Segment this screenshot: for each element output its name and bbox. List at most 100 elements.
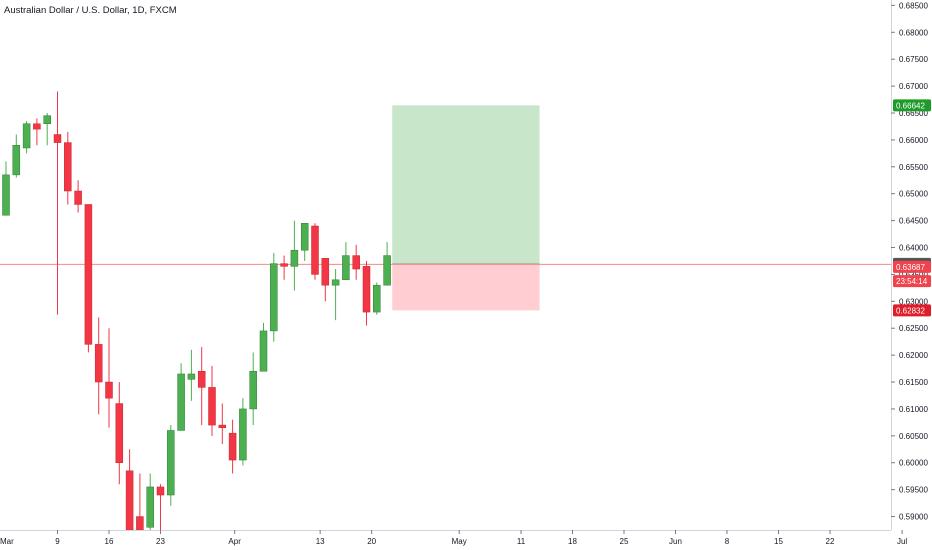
- y-tick-label: 0.66000: [899, 136, 928, 145]
- candle: [136, 473, 144, 531]
- candle: [74, 180, 82, 213]
- candle: [94, 317, 103, 415]
- y-tick-label: 0.64000: [899, 244, 928, 253]
- candle: [373, 282, 381, 315]
- y-tick-label: 0.63000: [899, 297, 928, 306]
- candle: [115, 382, 124, 485]
- price-tag-box: [893, 304, 931, 317]
- x-tick-label: Jun: [669, 537, 682, 546]
- candle: [33, 118, 41, 146]
- candle-body: [228, 432, 237, 461]
- candle-body: [43, 115, 51, 125]
- candle: [259, 322, 268, 372]
- candle: [362, 260, 371, 326]
- price-tag: 0.62832: [893, 304, 931, 317]
- candle: [228, 419, 237, 474]
- candle: [208, 365, 216, 436]
- position-zones: [392, 105, 540, 311]
- x-tick-label: 25: [620, 537, 629, 546]
- y-tick-label: 0.64500: [899, 217, 928, 226]
- candle: [383, 242, 391, 286]
- candle: [156, 484, 165, 530]
- price-axis[interactable]: 0.59000 0.59500 0.60000 0.60500 0.61000 0.615…: [891, 1, 928, 522]
- y-tick-label: 0.59000: [899, 513, 928, 522]
- candle: [146, 473, 154, 530]
- candle: [167, 425, 175, 506]
- x-tick-label: 8: [725, 537, 730, 546]
- candle: [218, 403, 227, 444]
- candle: [239, 398, 247, 466]
- candle-body: [64, 142, 72, 192]
- y-tick-label: 0.65000: [899, 190, 928, 199]
- price-tag: 23:54:14: [893, 275, 931, 288]
- y-tick-label: 0.66500: [899, 109, 928, 118]
- price-tag: 0.66642: [893, 99, 931, 112]
- candle-body: [105, 381, 113, 399]
- price-tag-label: 0.63687: [896, 263, 925, 272]
- y-tick-label: 0.62000: [899, 351, 928, 360]
- price-tag-label: 0.62832: [896, 306, 925, 315]
- y-tick-label: 0.63500: [899, 270, 928, 279]
- candle: [22, 121, 31, 154]
- price-tag-box: [893, 275, 931, 288]
- price-tag-label: 23:54:14: [896, 277, 928, 286]
- candle-body: [331, 279, 340, 286]
- chart-title: Australian Dollar / U.S. Dollar, 1D, FXC…: [4, 5, 177, 16]
- candle: [249, 352, 257, 426]
- candle: [331, 269, 340, 321]
- candle-body: [177, 373, 185, 431]
- candle-body: [197, 371, 206, 388]
- price-tag-box: [893, 260, 931, 273]
- y-tick-label: 0.67000: [899, 82, 928, 91]
- candle: [125, 449, 134, 531]
- candle: [177, 363, 185, 431]
- candle-body: [342, 255, 350, 281]
- x-tick-label: 15: [774, 537, 783, 546]
- candle-body: [373, 284, 381, 313]
- target-zone[interactable]: [392, 105, 540, 264]
- y-tick-label: 0.60000: [899, 459, 928, 468]
- x-tick-label: 13: [316, 537, 325, 546]
- y-tick-label: 0.61000: [899, 405, 928, 414]
- candle-body: [156, 486, 165, 496]
- candle: [53, 91, 62, 315]
- candle: [342, 242, 350, 281]
- x-tick-label: Mar: [0, 537, 14, 546]
- candle-body: [136, 516, 144, 531]
- candle-body: [270, 263, 278, 332]
- candle-body: [300, 223, 309, 251]
- candles: [2, 91, 391, 531]
- candle-body: [74, 190, 82, 205]
- candle-body: [187, 373, 196, 380]
- candle: [64, 131, 72, 205]
- candle: [290, 220, 299, 291]
- y-tick-label: 0.62500: [899, 324, 928, 333]
- y-tick-label: 0.59500: [899, 486, 928, 495]
- x-tick-label: May: [452, 537, 467, 546]
- candle-body: [167, 430, 175, 496]
- stop-zone[interactable]: [392, 263, 540, 311]
- candle: [197, 347, 206, 426]
- x-tick-label: 9: [55, 537, 60, 546]
- candle: [321, 258, 330, 302]
- candle-body: [311, 225, 319, 275]
- candle-body: [280, 263, 288, 267]
- time-axis[interactable]: Mar 9 16 23 Apr 13 20 May 11 18 25 Jun 8 15 22 Jul: [0, 530, 907, 546]
- x-tick-label: Jul: [897, 537, 907, 546]
- y-tick-label: 0.65500: [899, 163, 928, 172]
- y-tick-label: 0.68500: [899, 1, 928, 10]
- x-tick-label: 20: [367, 537, 376, 546]
- candle-body: [352, 255, 360, 270]
- candle-body: [84, 204, 93, 345]
- candle-body: [249, 371, 257, 410]
- candle-body: [33, 123, 41, 130]
- candle-body: [321, 258, 330, 286]
- candle-body: [383, 255, 391, 286]
- candle-body: [115, 403, 124, 463]
- x-tick-label: Apr: [228, 537, 241, 546]
- x-tick-label: 18: [568, 537, 577, 546]
- x-tick-label: 23: [156, 537, 165, 546]
- candle: [84, 204, 93, 353]
